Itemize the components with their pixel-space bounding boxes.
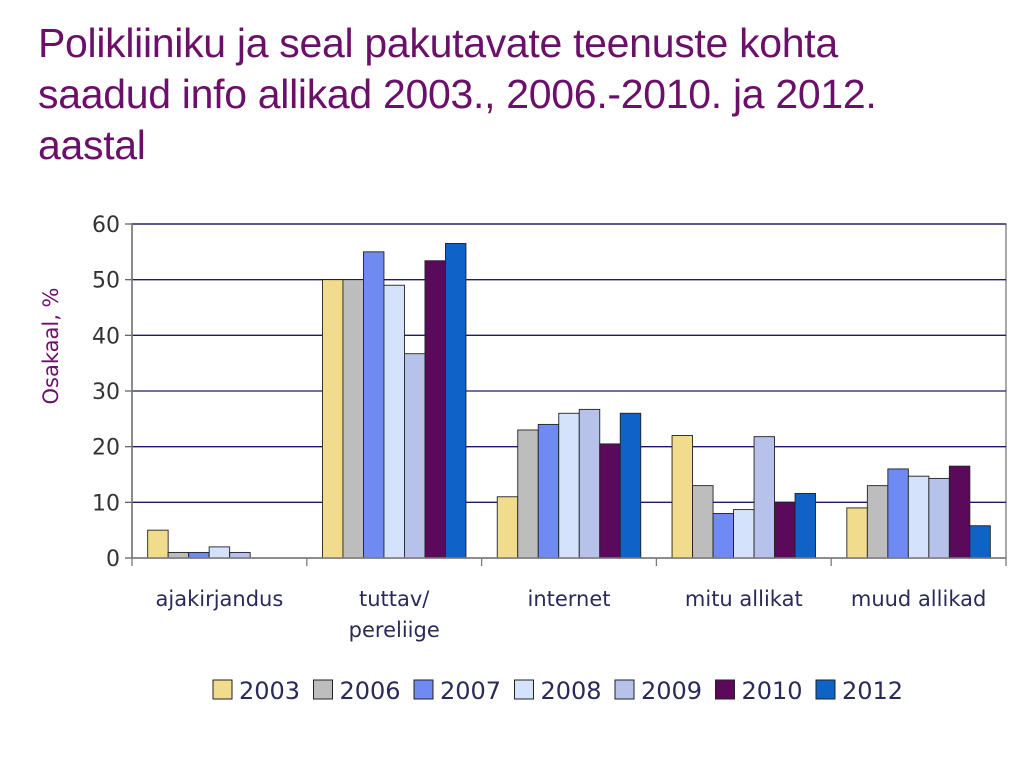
- legend-swatch-2010: [715, 679, 735, 700]
- y-tick-label: 30: [92, 380, 120, 405]
- bar-2008: [907, 475, 930, 559]
- bar-2012: [969, 525, 991, 559]
- title-line-1: Polikliiniku ja seal pakutavate teenuste…: [38, 20, 838, 66]
- bar-2008: [558, 412, 580, 559]
- title-line-3: aastal: [38, 122, 146, 168]
- legend-label-2008: 2008: [541, 677, 602, 705]
- legend-swatch-2006: [313, 679, 333, 700]
- bar-2012: [445, 243, 467, 559]
- bar-2003: [846, 507, 868, 559]
- bar-2003: [671, 435, 693, 559]
- bar-2008: [208, 546, 231, 559]
- legend-swatch-2008: [514, 679, 534, 700]
- y-tick-label: 20: [92, 436, 120, 461]
- bar-2007: [188, 551, 210, 559]
- bar-2006: [167, 551, 190, 559]
- legend-swatch-2003: [212, 679, 233, 700]
- bar-2006: [866, 485, 889, 559]
- title-line-2: saadud info allikad 2003., 2006.-2010. j…: [38, 71, 877, 117]
- bar-2009: [229, 551, 251, 559]
- bar-2008: [383, 284, 405, 559]
- y-axis-label: Osakaal, %: [39, 287, 63, 404]
- bar-2006: [517, 429, 539, 559]
- x-category-labels: ajakirjandus tuttav/pereliige internet mitu…: [156, 587, 987, 642]
- legend-swatch-2007: [413, 679, 434, 700]
- x-category-label: mitu allikat: [685, 587, 803, 611]
- bar-2003: [322, 279, 344, 559]
- bar-2009: [404, 353, 426, 559]
- bar-2006: [342, 279, 364, 559]
- bar-2003: [147, 529, 169, 559]
- legend: 2003 2006 2007 2008 2009 2010 2012: [212, 677, 903, 705]
- x-category-label: internet: [527, 587, 610, 611]
- legend-swatch-2009: [614, 679, 635, 700]
- x-category-label: ajakirjandus: [156, 587, 284, 611]
- legend-label-2007: 2007: [440, 677, 501, 705]
- y-tick-label: 60: [92, 213, 120, 238]
- y-tick-label: 40: [92, 324, 120, 349]
- bar-2008: [733, 509, 755, 559]
- bar-2012: [619, 412, 642, 559]
- bar-2009: [753, 436, 775, 559]
- bar-2010: [599, 443, 621, 559]
- bar-2007: [363, 251, 385, 559]
- bar-2007: [712, 513, 734, 559]
- bar-2003: [496, 496, 519, 559]
- legend-label-2012: 2012: [842, 677, 903, 705]
- x-category-label: muud allikad: [851, 587, 986, 611]
- y-tick-label: 50: [92, 269, 120, 294]
- legend-label-2006: 2006: [340, 677, 401, 705]
- axes: [131, 224, 1007, 566]
- bar-2006: [692, 485, 714, 559]
- legend-label-2010: 2010: [742, 677, 803, 705]
- bar-2012: [794, 492, 816, 559]
- y-tick-labels: 0 10 20 30 40 50 60: [92, 213, 120, 572]
- legend-label-2003: 2003: [239, 677, 300, 705]
- bar-2009: [578, 408, 601, 559]
- bar-2010: [774, 501, 796, 559]
- slide-title: Polikliiniku ja seal pakutavate teenuste…: [38, 18, 998, 171]
- bar-2009: [928, 477, 950, 559]
- bar-2010: [424, 260, 446, 559]
- bar-2010: [948, 465, 971, 559]
- legend-swatch-2012: [815, 679, 836, 700]
- bar-2007: [537, 423, 560, 559]
- y-tick-label: 0: [106, 547, 120, 572]
- legend-label-2009: 2009: [641, 677, 702, 705]
- x-category-label: tuttav/pereliige: [349, 587, 440, 642]
- bar-2007: [887, 468, 909, 559]
- y-tick-label: 10: [92, 491, 120, 516]
